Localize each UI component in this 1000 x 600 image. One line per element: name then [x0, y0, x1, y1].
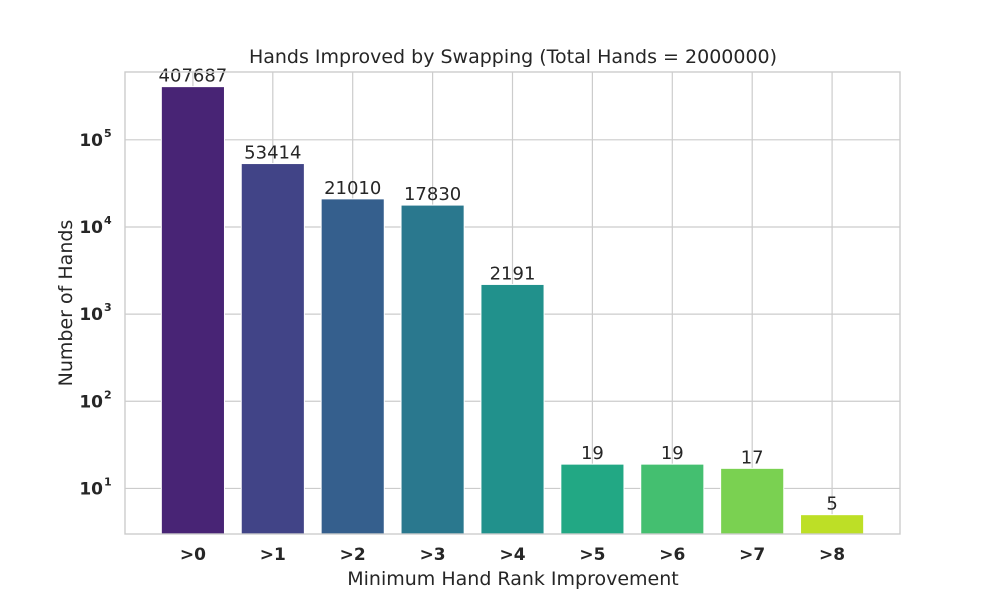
bar [160, 86, 225, 535]
bar-value-label: 407687 [159, 66, 228, 87]
y-tick-label: 10 [79, 305, 103, 325]
y-tick-label: 10 [79, 479, 103, 499]
x-tick-label: >7 [739, 545, 765, 565]
y-axis-label: Number of Hands [55, 220, 77, 387]
bar-value-label: 17830 [404, 184, 461, 205]
bars [160, 86, 865, 535]
bar [480, 283, 545, 535]
bar [560, 463, 625, 535]
bar [320, 198, 385, 535]
chart-title: Hands Improved by Swapping (Total Hands … [249, 46, 777, 68]
x-tick-label: >2 [340, 545, 366, 565]
x-tick-label: >4 [499, 545, 525, 565]
x-tick-label: >3 [420, 545, 446, 565]
x-tick-label: >6 [659, 545, 685, 565]
bar [800, 514, 865, 535]
x-tick-label: >5 [579, 545, 605, 565]
y-tick-label: 10 [79, 392, 103, 412]
bar-value-label: 2191 [490, 263, 536, 284]
y-tick-exponent: 1 [104, 475, 112, 488]
y-tick-exponent: 2 [104, 388, 112, 401]
y-tick-exponent: 4 [104, 214, 112, 227]
y-tick-label: 10 [79, 131, 103, 151]
x-tick-labels: >0 >1 >2 >3 >4 >5 >6 >7 >8 [180, 545, 845, 565]
y-tick-label: 10 [79, 218, 103, 238]
bar-value-labels: 407687 53414 21010 17830 2191 19 19 17 5 [159, 66, 838, 515]
bar [240, 163, 305, 535]
bar [640, 463, 705, 535]
bar [720, 467, 785, 535]
y-tick-exponent: 3 [104, 301, 112, 314]
bar-value-label: 19 [661, 443, 684, 464]
bar-value-label: 53414 [244, 143, 301, 164]
y-tick-exponent: 5 [104, 127, 112, 140]
bar-value-label: 19 [581, 443, 604, 464]
bar-value-label: 21010 [324, 178, 381, 199]
x-tick-label: >8 [819, 545, 845, 565]
x-axis-label: Minimum Hand Rank Improvement [347, 568, 679, 590]
plot-frame [124, 71, 901, 535]
bar-value-label: 17 [741, 447, 764, 468]
bar-value-label: 5 [826, 494, 837, 515]
x-tick-label: >1 [260, 545, 286, 565]
x-tick-label: >0 [180, 545, 206, 565]
bar [400, 204, 465, 535]
